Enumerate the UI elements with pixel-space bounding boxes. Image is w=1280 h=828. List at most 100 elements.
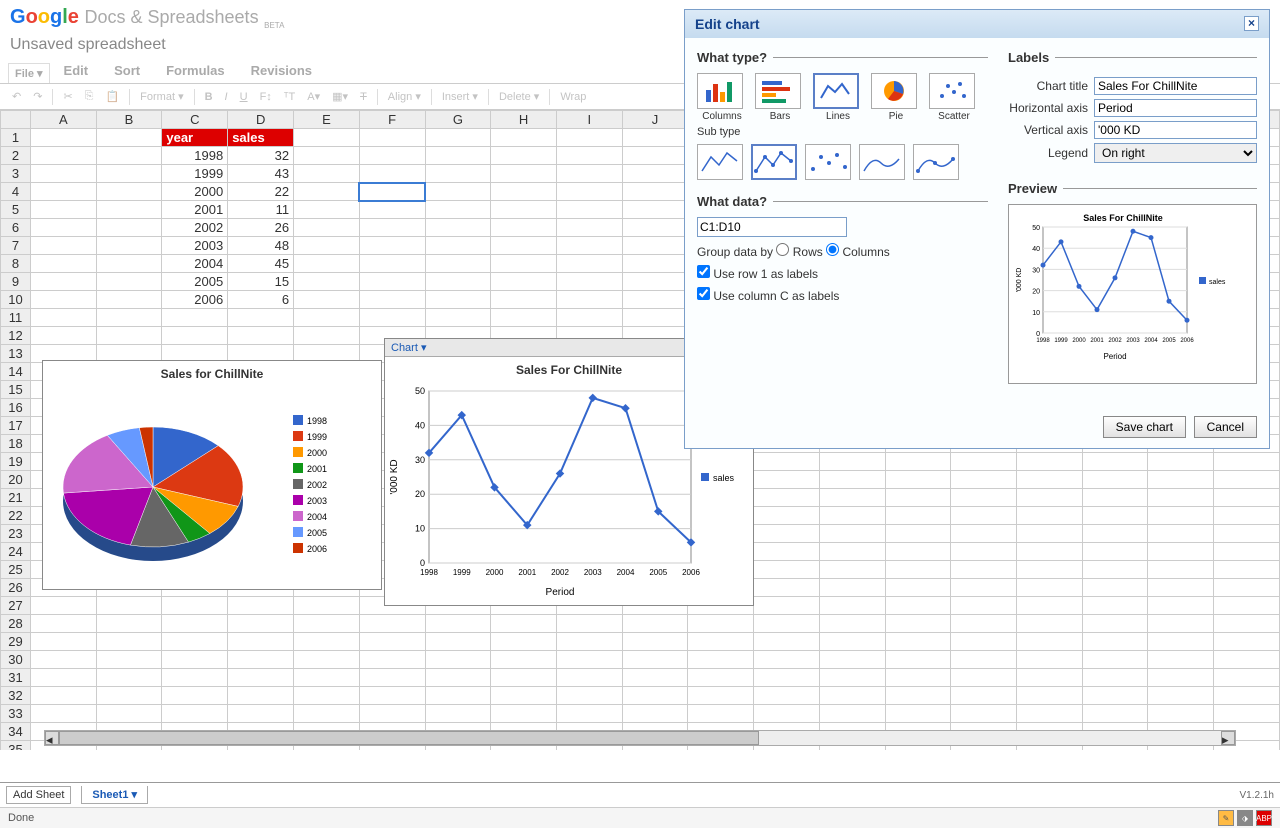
svg-text:2002: 2002 xyxy=(1108,338,1122,344)
use-colc-checkbox[interactable] xyxy=(697,287,710,300)
status-icon-1[interactable]: ✎ xyxy=(1218,810,1234,826)
svg-text:Period: Period xyxy=(1103,352,1126,361)
pie-chart: 199819992000200120022003200420052006 xyxy=(43,387,379,583)
svg-text:40: 40 xyxy=(415,420,425,430)
tab-formulas[interactable]: Formulas xyxy=(154,58,237,83)
svg-text:2004: 2004 xyxy=(307,512,327,522)
copy-icon[interactable]: ⎘ xyxy=(81,88,98,105)
subtype-3[interactable] xyxy=(859,144,905,180)
svg-text:'000 KD: '000 KD xyxy=(1016,268,1023,293)
abp-icon[interactable]: ABP xyxy=(1256,810,1272,826)
data-legend: What data? xyxy=(697,194,773,209)
scroll-left-icon[interactable]: ◂ xyxy=(45,731,59,745)
fillcolor-icon[interactable]: ▦▾ xyxy=(328,88,352,105)
font-icon[interactable]: F↕ xyxy=(256,89,276,105)
align-menu[interactable]: Align ▾ xyxy=(384,88,425,105)
scroll-right-icon[interactable]: ▸ xyxy=(1221,731,1235,745)
add-sheet-button[interactable]: Add Sheet xyxy=(6,786,71,804)
data-section: What data? Group data by Rows Columns Us… xyxy=(697,194,988,309)
strikethrough-icon[interactable]: T xyxy=(356,89,371,105)
close-icon[interactable]: × xyxy=(1244,16,1259,31)
subtype-2[interactable] xyxy=(805,144,851,180)
svg-text:sales: sales xyxy=(713,473,735,483)
insert-menu[interactable]: Insert ▾ xyxy=(438,88,482,105)
tab-edit[interactable]: Edit xyxy=(52,58,101,83)
svg-text:1998: 1998 xyxy=(1036,338,1050,344)
preview-chart: Sales For ChillNite010203040501998199920… xyxy=(1013,209,1233,379)
type-scatter[interactable]: Scatter xyxy=(929,73,979,122)
paste-icon[interactable]: 📋 xyxy=(101,88,123,105)
svg-text:40: 40 xyxy=(1032,246,1040,253)
svg-text:2004: 2004 xyxy=(1144,338,1158,344)
svg-text:0: 0 xyxy=(1036,331,1040,338)
subtype-0[interactable] xyxy=(697,144,743,180)
svg-text:1998: 1998 xyxy=(420,568,438,577)
format-menu[interactable]: Format ▾ xyxy=(136,88,187,105)
dialog-title: Edit chart xyxy=(695,16,760,32)
svg-text:2003: 2003 xyxy=(307,496,327,506)
svg-text:2006: 2006 xyxy=(1180,338,1194,344)
pie-chart-container[interactable]: Sales for ChillNite 19981999200020012002… xyxy=(42,360,382,590)
subtype-1[interactable] xyxy=(751,144,797,180)
tab-file[interactable]: File ▾ xyxy=(8,63,50,83)
svg-text:Sales For ChillNite: Sales For ChillNite xyxy=(1083,213,1163,223)
wrap-toggle[interactable]: Wrap xyxy=(556,89,590,105)
svg-text:2000: 2000 xyxy=(1072,338,1086,344)
tab-revisions[interactable]: Revisions xyxy=(239,58,324,83)
type-lines[interactable]: Lines xyxy=(813,73,863,122)
italic-icon[interactable]: I xyxy=(221,89,232,105)
group-rows-radio[interactable] xyxy=(776,243,789,256)
svg-text:2004: 2004 xyxy=(617,568,635,577)
legend-select[interactable]: On right xyxy=(1094,143,1257,163)
subtype-4[interactable] xyxy=(913,144,959,180)
type-bars[interactable]: Bars xyxy=(755,73,805,122)
undo-icon[interactable]: ↶ xyxy=(8,88,25,105)
svg-text:2003: 2003 xyxy=(1126,338,1140,344)
svg-text:2000: 2000 xyxy=(307,448,327,458)
svg-text:2003: 2003 xyxy=(584,568,602,577)
fontsize-icon[interactable]: ᵀT xyxy=(280,89,299,105)
use-row1-checkbox[interactable] xyxy=(697,265,710,278)
svg-text:1999: 1999 xyxy=(1054,338,1068,344)
svg-text:1998: 1998 xyxy=(307,416,327,426)
preview-legend: Preview xyxy=(1008,181,1063,196)
sheet-tab-1[interactable]: Sheet1 ▾ xyxy=(81,786,148,804)
svg-text:50: 50 xyxy=(1032,225,1040,232)
svg-text:1999: 1999 xyxy=(307,432,327,442)
chart-title-input[interactable] xyxy=(1094,77,1257,95)
range-input[interactable] xyxy=(697,217,847,237)
tab-sort[interactable]: Sort xyxy=(102,58,152,83)
redo-icon[interactable]: ↷ xyxy=(29,88,46,105)
svg-text:Period: Period xyxy=(546,587,575,598)
svg-text:2005: 2005 xyxy=(1162,338,1176,344)
svg-text:30: 30 xyxy=(1032,267,1040,274)
horizontal-scrollbar[interactable]: ◂ ▸ xyxy=(44,730,1236,746)
status-icon-2[interactable]: ⬗ xyxy=(1237,810,1253,826)
svg-text:2005: 2005 xyxy=(307,528,327,538)
save-chart-button[interactable]: Save chart xyxy=(1103,416,1186,438)
bold-icon[interactable]: B xyxy=(201,89,217,105)
textcolor-icon[interactable]: A▾ xyxy=(303,88,324,105)
dialog-titlebar[interactable]: Edit chart × xyxy=(685,10,1269,38)
cut-icon[interactable]: ✂ xyxy=(59,88,76,105)
delete-menu[interactable]: Delete ▾ xyxy=(495,88,543,105)
svg-text:sales: sales xyxy=(1209,279,1226,286)
scroll-thumb[interactable] xyxy=(59,731,759,745)
svg-text:2002: 2002 xyxy=(551,568,569,577)
cancel-button[interactable]: Cancel xyxy=(1194,416,1257,438)
type-columns[interactable]: Columns xyxy=(697,73,747,122)
beta-badge: BETA xyxy=(264,21,284,30)
type-pie[interactable]: Pie xyxy=(871,73,921,122)
labels-legend: Labels xyxy=(1008,50,1055,65)
svg-text:10: 10 xyxy=(415,524,425,534)
svg-text:'000 KD: '000 KD xyxy=(389,459,400,494)
haxis-input[interactable] xyxy=(1094,99,1257,117)
type-legend: What type? xyxy=(697,50,773,65)
svg-text:20: 20 xyxy=(1032,289,1040,296)
svg-text:2006: 2006 xyxy=(682,568,700,577)
svg-text:2002: 2002 xyxy=(307,480,327,490)
vaxis-input[interactable] xyxy=(1094,121,1257,139)
group-cols-radio[interactable] xyxy=(826,243,839,256)
underline-icon[interactable]: U xyxy=(236,89,252,105)
svg-text:2000: 2000 xyxy=(486,568,504,577)
